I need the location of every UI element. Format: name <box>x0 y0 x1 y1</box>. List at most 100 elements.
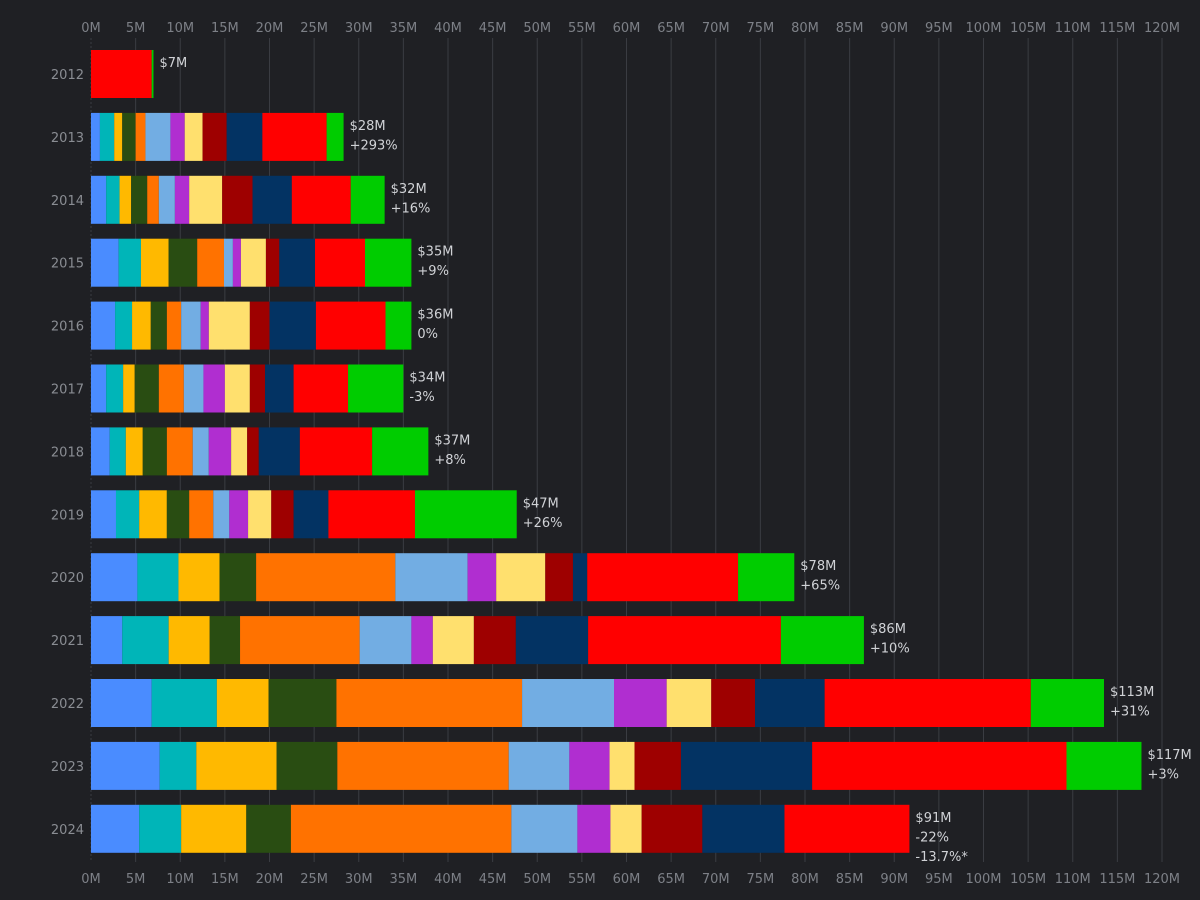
x-tick-label-bottom: 110M <box>1055 872 1091 887</box>
bar-segment <box>641 804 703 853</box>
bar-segment <box>291 175 351 224</box>
bar-segment <box>99 112 115 161</box>
bar-segment <box>569 741 610 790</box>
bar-segment <box>183 364 204 413</box>
bar-segment <box>189 490 214 539</box>
bar-segment <box>91 616 123 665</box>
x-tick-label-top: 35M <box>389 21 417 36</box>
bar-segment <box>134 364 159 413</box>
x-tick-label-bottom: 115M <box>1099 872 1135 887</box>
bar-segment <box>262 112 327 161</box>
bar-segment <box>385 301 412 350</box>
bar-segment <box>91 238 119 287</box>
bar-segment <box>91 553 138 602</box>
bar-segment <box>115 301 133 350</box>
bar-segment <box>315 301 386 350</box>
bar-segment <box>247 427 259 476</box>
bar-segment <box>271 490 294 539</box>
year-label: 2019 <box>51 508 84 523</box>
change-label: +65% <box>800 579 840 594</box>
bar-segment <box>572 553 588 602</box>
bar-segment <box>515 616 589 665</box>
bar-segment <box>473 616 516 665</box>
bar-segment <box>1030 679 1104 727</box>
bar-segment <box>276 741 338 790</box>
bar-segment <box>150 301 167 350</box>
x-tick-label-bottom: 75M <box>746 872 774 887</box>
x-tick-label-top: 50M <box>523 21 551 36</box>
x-tick-label-top: 80M <box>791 21 819 36</box>
year-label: 2021 <box>51 634 84 649</box>
bar-segment <box>118 238 141 287</box>
x-tick-label-top: 65M <box>657 21 685 36</box>
bar-segment <box>209 616 241 665</box>
total-label: $37M <box>434 433 470 448</box>
bar-segment <box>588 616 781 665</box>
x-tick-label-top: 70M <box>702 21 730 36</box>
bar-segment <box>140 238 169 287</box>
bar-segment <box>249 301 270 350</box>
bar-segment <box>142 427 167 476</box>
bar-segment <box>109 427 126 476</box>
change-label: -3% <box>409 390 434 405</box>
bar-segment <box>350 175 385 224</box>
x-tick-label-top: 75M <box>746 21 774 36</box>
bar-segment <box>196 741 277 790</box>
bar-segment <box>178 553 220 602</box>
bar-segment <box>414 490 517 539</box>
change-label: +9% <box>417 264 449 279</box>
year-label: 2018 <box>51 445 84 460</box>
bar-segment <box>511 804 578 853</box>
x-tick-label-top: 25M <box>300 21 328 36</box>
x-tick-label-bottom: 95M <box>925 872 953 887</box>
bar-segment <box>223 238 233 287</box>
x-tick-label-top: 60M <box>613 21 641 36</box>
year-label: 2016 <box>51 320 84 335</box>
bar-segment <box>166 427 193 476</box>
bar-segment <box>91 175 107 224</box>
bar-segment <box>203 364 225 413</box>
bar-segment <box>139 490 167 539</box>
bar-segment <box>106 175 120 224</box>
x-tick-label-top: 115M <box>1099 21 1135 36</box>
bar-segment <box>91 741 160 790</box>
bar-segment <box>609 741 635 790</box>
bar-segment <box>137 553 179 602</box>
bar-segment <box>508 741 570 790</box>
bar-segment <box>226 112 263 161</box>
bar-segment <box>299 427 373 476</box>
x-tick-label-top: 5M <box>126 21 146 36</box>
x-tick-label-bottom: 40M <box>434 872 462 887</box>
bar-segment <box>91 679 152 727</box>
bar-segment <box>122 616 169 665</box>
bar-segment <box>166 301 182 350</box>
change-label: -13.7%* <box>915 850 968 865</box>
bar-segment <box>184 112 203 161</box>
bar-segment <box>151 679 217 727</box>
bar-segment <box>359 616 412 665</box>
bar-segment <box>170 112 185 161</box>
bar-segment <box>755 679 825 727</box>
x-tick-label-bottom: 15M <box>211 872 239 887</box>
x-tick-label-top: 85M <box>836 21 864 36</box>
bar-segment <box>258 427 300 476</box>
bar-segment <box>587 553 739 602</box>
total-label: $78M <box>800 559 836 574</box>
bar-segment <box>248 490 272 539</box>
x-tick-label-bottom: 45M <box>479 872 507 887</box>
bar-segment <box>268 679 337 727</box>
bar-segment <box>232 238 241 287</box>
bar-segment <box>181 301 201 350</box>
x-tick-label-top: 45M <box>479 21 507 36</box>
bar-segment <box>614 679 667 727</box>
x-tick-label-top: 100M <box>965 21 1001 36</box>
bar-segment <box>610 804 642 853</box>
year-label: 2012 <box>51 68 84 83</box>
bar-segment <box>252 175 292 224</box>
year-label: 2015 <box>51 257 84 272</box>
bar-segment <box>256 553 396 602</box>
bar-segment <box>202 112 227 161</box>
bar-segment <box>174 175 190 224</box>
x-tick-label-bottom: 10M <box>166 872 194 887</box>
total-label: $36M <box>417 308 453 323</box>
